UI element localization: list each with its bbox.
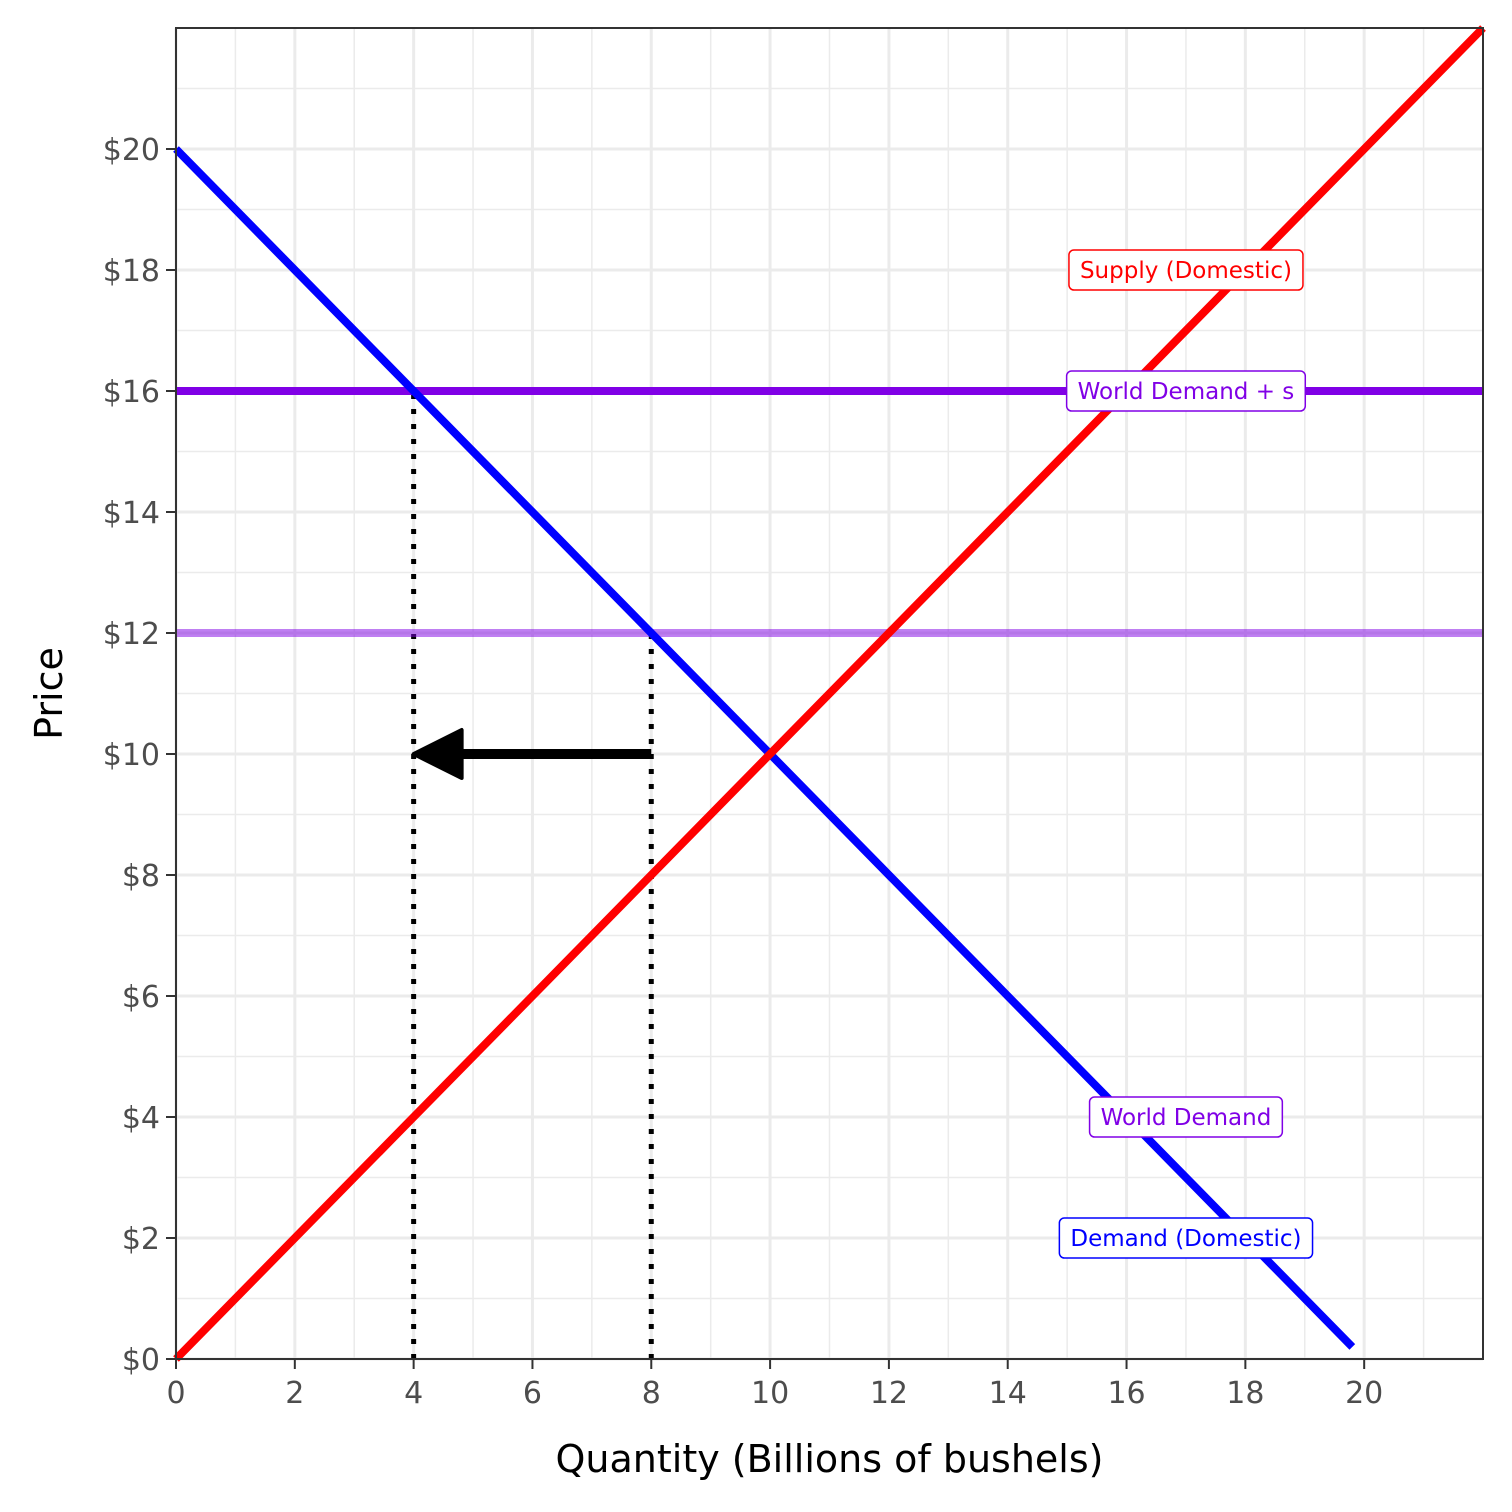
line-label-supply-domestic: Supply (Domestic) (1068, 249, 1304, 291)
line-label-box (1088, 1096, 1284, 1138)
x-tick-label: 12 (870, 1376, 908, 1411)
arrow-head (411, 728, 464, 780)
x-axis: 0 2 4 6 8 10 12 14 16 18 20 (166, 1359, 1383, 1411)
x-tick-label: 6 (523, 1376, 542, 1411)
line-label-world-demand-s: World Demand + s (1065, 370, 1307, 412)
line-label-text: World Demand (1101, 1105, 1272, 1131)
line-label-box (1068, 249, 1304, 291)
y-tick-label: $6 (122, 980, 160, 1015)
x-tick-label: 0 (166, 1376, 185, 1411)
y-tick-label: $16 (103, 375, 160, 410)
panel-border (175, 27, 1484, 1360)
line-label-box (1058, 1217, 1314, 1259)
y-tick-label: $8 (122, 859, 160, 894)
y-tick-label: $2 (122, 1222, 160, 1257)
y-tick-label: $14 (103, 496, 160, 531)
y-axis-title: Price (27, 647, 71, 740)
y-tick-label: $20 (103, 133, 160, 168)
x-tick-label: 20 (1345, 1376, 1383, 1411)
x-axis-title: Quantity (Billions of bushels) (556, 1437, 1104, 1481)
x-tick-label: 14 (989, 1376, 1027, 1411)
line-label-box (1065, 370, 1307, 412)
line-label-text: World Demand + s (1078, 379, 1295, 405)
y-tick-label: $10 (103, 738, 160, 773)
y-tick-label: $12 (103, 617, 160, 652)
line-labels: Supply (Domestic) Demand (Domestic) World … (1058, 249, 1314, 1259)
y-tick-label: $0 (122, 1343, 160, 1378)
line-label-text: Supply (Domestic) (1080, 258, 1292, 284)
x-tick-label: 10 (751, 1376, 789, 1411)
series-line-demand-domestic (173, 146, 1356, 1350)
x-tick-label: 4 (404, 1376, 423, 1411)
x-tick-label: 2 (285, 1376, 304, 1411)
y-tick-label: $4 (122, 1101, 160, 1136)
y-tick-label: $18 (103, 254, 160, 289)
x-tick-label: 18 (1226, 1376, 1264, 1411)
x-tick-label: 16 (1107, 1376, 1145, 1411)
line-label-demand-domestic: Demand (Domestic) (1058, 1217, 1314, 1259)
line-label-world-demand: World Demand (1088, 1096, 1284, 1138)
line-label-text: Demand (Domestic) (1070, 1226, 1301, 1252)
x-tick-label: 8 (642, 1376, 661, 1411)
annotations (411, 728, 652, 780)
y-axis: $0 $2 $4 $6 $8 $10 $12 $14 $16 $18 $20 (103, 133, 176, 1378)
